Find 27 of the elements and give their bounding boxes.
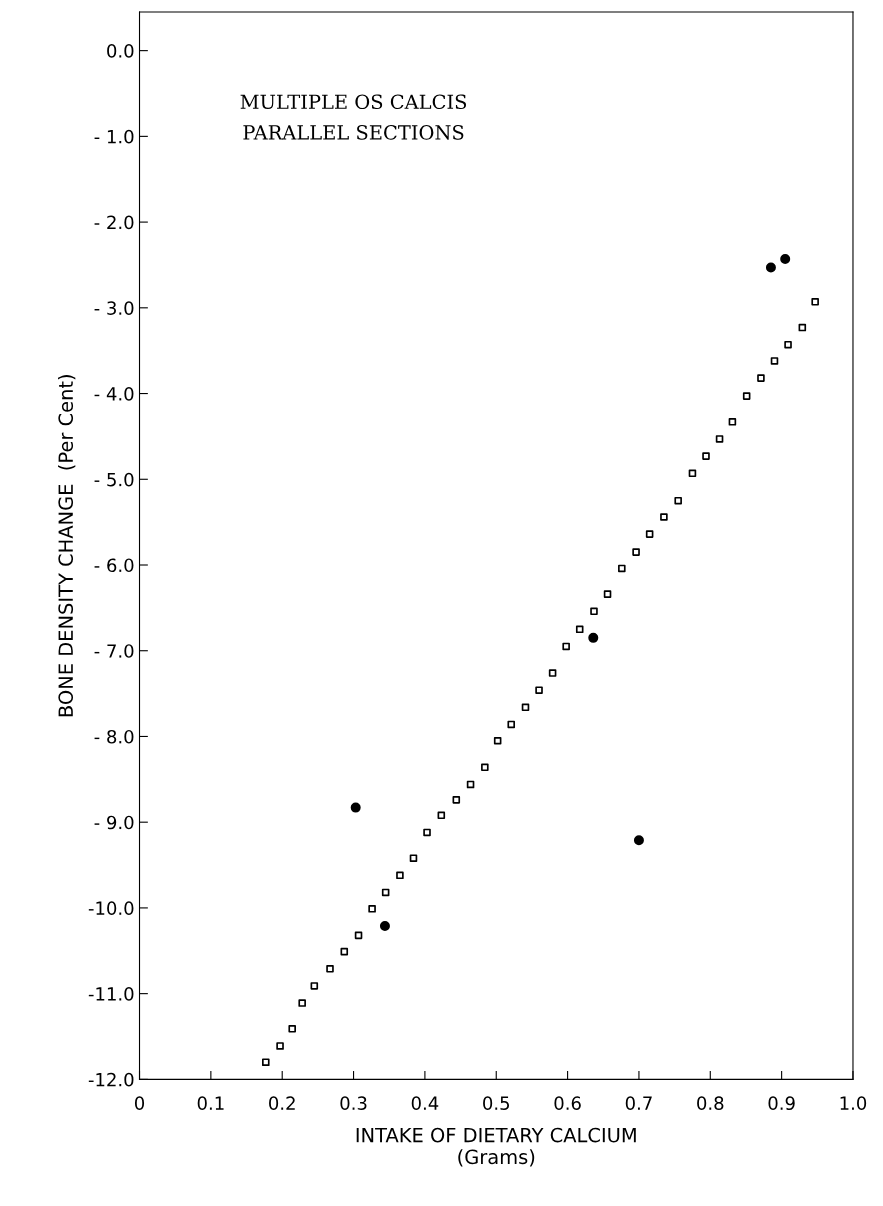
x-axis-title: INTAKE OF DIETARY CALCIUM (Grams)	[356, 1127, 636, 1167]
y-tick-label: - 9.0	[94, 815, 134, 830]
y-tick-label: -11.0	[88, 987, 134, 1001]
x-tick-label: 0.4	[411, 1096, 439, 1111]
x-tick-label: 0.1	[197, 1096, 224, 1111]
x-tick-label: 0	[134, 1096, 145, 1111]
y-tick-label: - 1.0	[94, 129, 134, 144]
y-tick-label: - 5.0	[94, 472, 134, 487]
x-tick-label: 1.0	[840, 1096, 867, 1111]
y-tick-label: - 6.0	[94, 558, 134, 573]
y-axis-title: BONE DENSITY CHANGE (Per Cent)	[58, 375, 76, 717]
y-tick-label: -12.0	[88, 1072, 134, 1087]
x-tick-label: 0.2	[269, 1096, 295, 1111]
y-tick-label: - 2.0	[94, 215, 134, 230]
x-tick-label: 0.3	[340, 1096, 367, 1111]
annotation: MULTIPLE OS CALCIS PARALLEL SECTIONS	[240, 94, 467, 140]
x-tick-label: 0.5	[483, 1096, 510, 1111]
y-tick-label: -10.0	[88, 901, 134, 916]
y-tick-label: - 7.0	[94, 644, 134, 658]
x-tick-label: 0.9	[768, 1096, 795, 1111]
x-tick-label: 0.6	[554, 1096, 581, 1111]
y-tick-label: - 3.0	[94, 301, 134, 315]
y-tick-label: - 8.0	[94, 729, 134, 744]
y-tick-label: - 4.0	[94, 387, 134, 401]
x-tick-label: 0.8	[697, 1096, 724, 1111]
x-tick-label: 0.7	[625, 1096, 652, 1111]
y-tick-label: 0.0	[107, 44, 134, 58]
